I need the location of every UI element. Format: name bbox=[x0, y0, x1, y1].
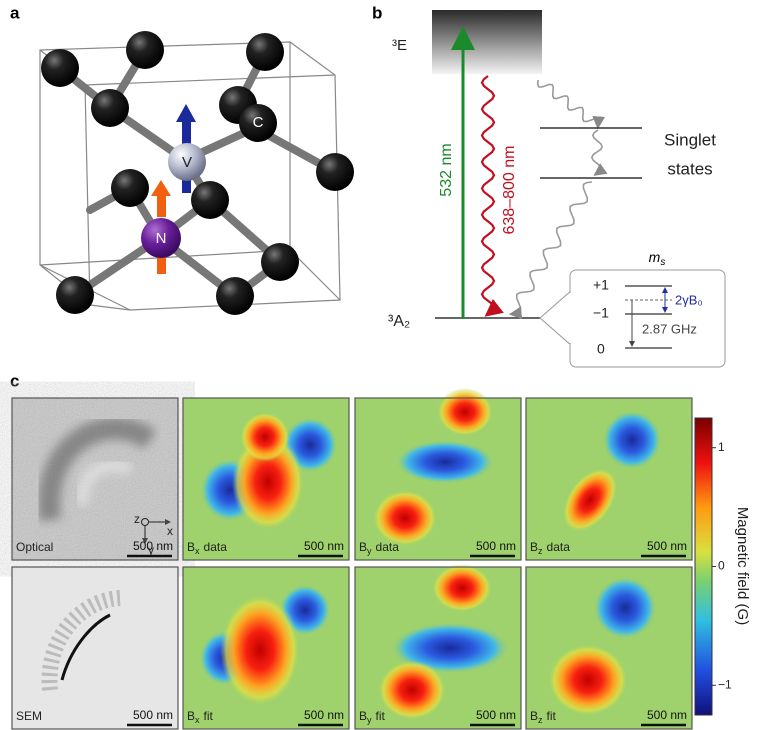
field-symbol: B bbox=[187, 540, 195, 554]
cell-name: data bbox=[547, 540, 571, 554]
colorbar-label: Magnetic field (G) bbox=[734, 507, 751, 625]
panel-label: a bbox=[10, 3, 20, 22]
field-symbol: B bbox=[187, 709, 195, 723]
field-symbol: B bbox=[530, 709, 538, 723]
atom-label: N bbox=[156, 230, 167, 247]
panel-label: c bbox=[10, 371, 19, 390]
optical-image: z x y bbox=[12, 398, 178, 560]
heatmaps bbox=[183, 388, 692, 729]
state-label: ³E bbox=[392, 37, 407, 54]
scale-label: 500 nm bbox=[304, 708, 344, 722]
zero-field-label: 2.87 GHz bbox=[642, 321, 697, 336]
level-label: +1 bbox=[593, 277, 609, 293]
colorbar-tick-label: −1 bbox=[718, 677, 732, 691]
field-symbol: B bbox=[530, 540, 538, 554]
emission-arrow bbox=[482, 76, 494, 314]
field-symbol: B bbox=[359, 709, 367, 723]
atom-label: V bbox=[182, 154, 192, 171]
field-subscript: z bbox=[538, 715, 543, 725]
scale-label: 500 nm bbox=[476, 539, 516, 553]
scale-label: 500 nm bbox=[304, 539, 344, 553]
spin-label: ms bbox=[649, 249, 666, 268]
scale-label: 500 nm bbox=[476, 708, 516, 722]
field-subscript: y bbox=[367, 546, 372, 556]
cell-label: SEM bbox=[16, 709, 42, 723]
cell-name: fit bbox=[204, 709, 214, 723]
isc-arrow bbox=[538, 80, 599, 126]
cell-name: data bbox=[204, 540, 228, 554]
scale-label: 500 nm bbox=[133, 708, 173, 722]
colorbar-tick-label: 0 bbox=[718, 559, 725, 573]
excitation-label: 532 nm bbox=[438, 143, 455, 196]
singlet-label: states bbox=[667, 159, 712, 178]
panel-a: a C V N bbox=[10, 3, 354, 315]
emission-label: 638–800 nm bbox=[501, 146, 518, 235]
scale-label: 500 nm bbox=[133, 539, 173, 553]
sem-image bbox=[12, 567, 178, 729]
panel-label: b bbox=[372, 3, 382, 22]
atoms bbox=[41, 31, 354, 315]
panel-b: b ³E ³A₂ 532 nm 638–800 nm Singlet state… bbox=[372, 3, 725, 367]
cell-name: Optical bbox=[16, 540, 53, 554]
scale-label: 500 nm bbox=[647, 708, 687, 722]
axis-label: z bbox=[134, 512, 140, 526]
singlet-label: Singlet bbox=[664, 130, 716, 149]
zeeman-label: 2γB₀ bbox=[675, 292, 703, 307]
spin-symbol: m bbox=[649, 249, 661, 265]
spin-subscript: s bbox=[660, 257, 665, 268]
cell-name: data bbox=[376, 540, 400, 554]
inset-pointer bbox=[540, 290, 572, 346]
cell-name: SEM bbox=[16, 709, 42, 723]
panel-c: c z x y bbox=[10, 371, 751, 729]
field-subscript: z bbox=[538, 546, 543, 556]
atom-label: C bbox=[253, 114, 264, 131]
scale-label: 500 nm bbox=[647, 539, 687, 553]
cell-name: fit bbox=[547, 709, 557, 723]
state-label: ³A₂ bbox=[388, 313, 410, 330]
figure: a C V N b ³E ³A₂ 532 nm 638–80 bbox=[0, 0, 759, 730]
isc-arrow bbox=[592, 130, 602, 174]
colorbar-tick-label: 1 bbox=[718, 440, 725, 454]
level-label: −1 bbox=[593, 305, 609, 321]
field-subscript: y bbox=[367, 715, 372, 725]
field-symbol: B bbox=[359, 540, 367, 554]
excited-band bbox=[432, 10, 542, 74]
colorbar bbox=[695, 418, 712, 715]
cell-label: Optical bbox=[16, 540, 53, 554]
field-subscript: x bbox=[195, 546, 200, 556]
axis-label: x bbox=[167, 524, 173, 538]
level-label: 0 bbox=[597, 341, 605, 357]
cell-name: fit bbox=[376, 709, 386, 723]
field-subscript: x bbox=[195, 715, 200, 725]
